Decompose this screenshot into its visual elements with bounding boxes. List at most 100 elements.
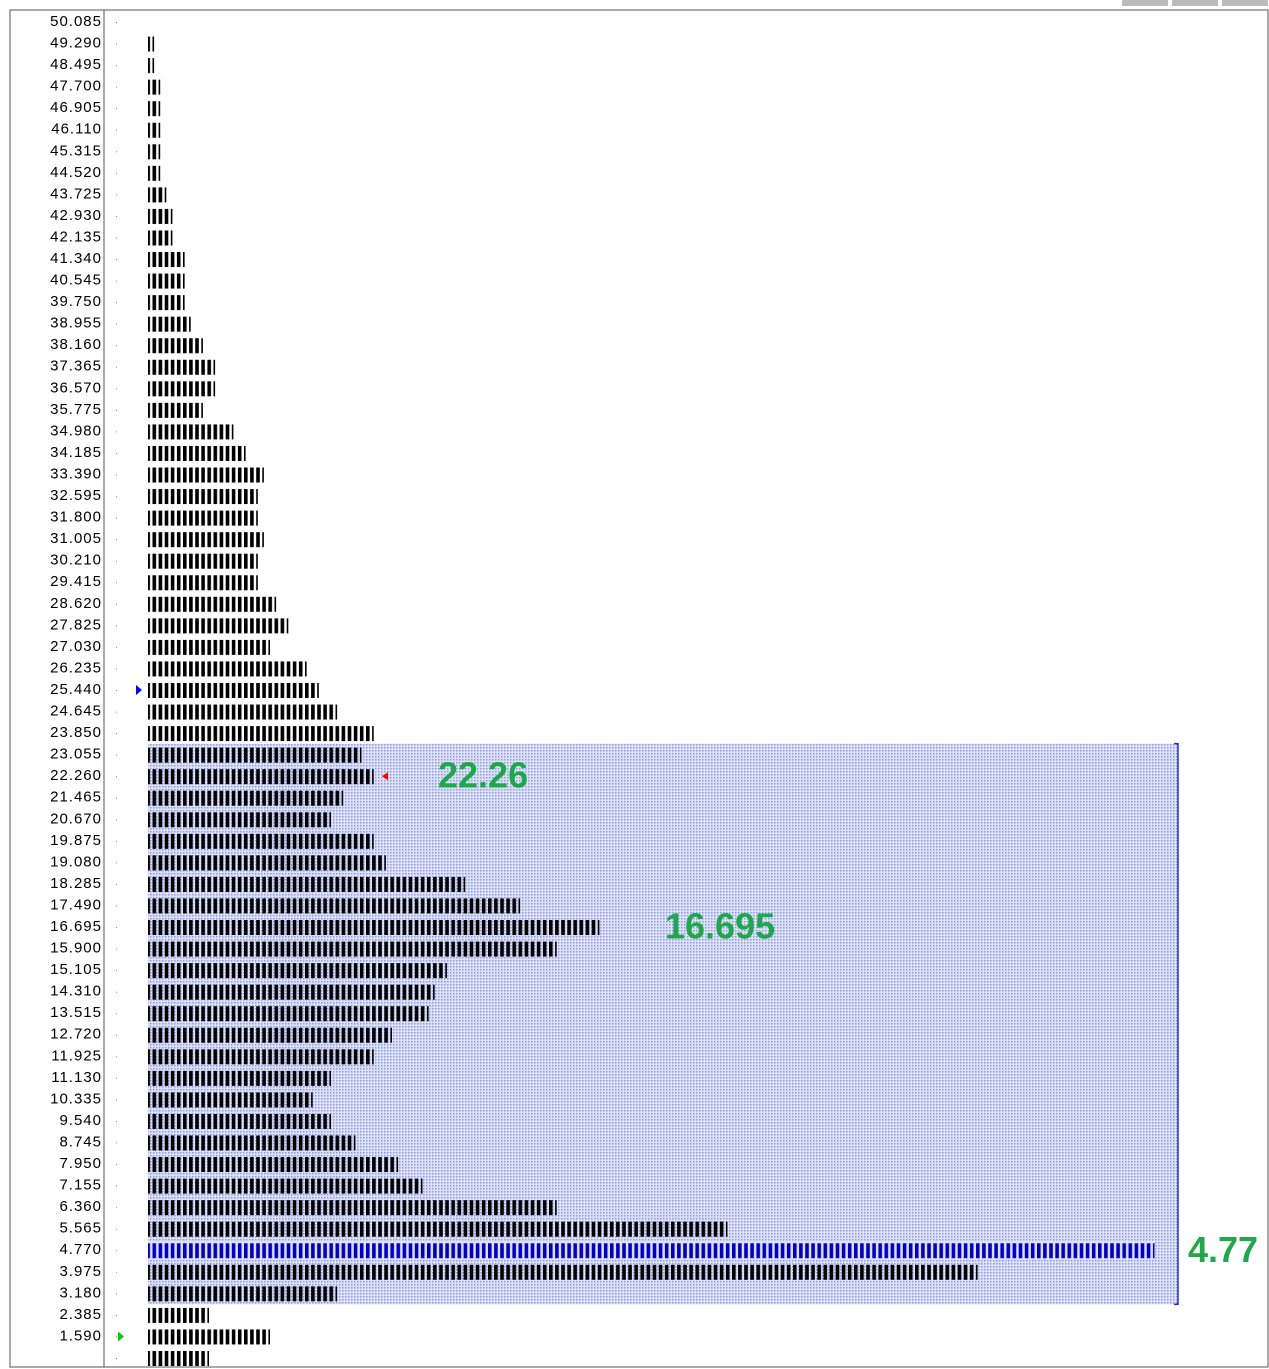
tick-dot xyxy=(116,259,117,261)
tpo-row xyxy=(148,661,307,677)
tpo-row xyxy=(148,208,173,224)
tpo-row xyxy=(148,920,600,936)
annotation: 4.77 xyxy=(1188,1229,1258,1270)
tpo-row xyxy=(148,101,161,117)
price-label: 19.080 xyxy=(50,853,102,870)
tick-dot xyxy=(116,86,117,88)
tpo-row xyxy=(148,79,161,95)
tpo-row xyxy=(148,1200,557,1216)
price-label: 11.130 xyxy=(51,1069,102,1086)
tick-dot xyxy=(116,883,117,885)
tpo-row xyxy=(148,316,191,332)
price-label: 17.490 xyxy=(50,896,102,913)
price-label: 48.495 xyxy=(50,56,102,73)
price-label: 1.590 xyxy=(59,1327,102,1344)
tpo-row xyxy=(148,876,466,892)
price-label: 11.925 xyxy=(51,1047,102,1064)
price-label: 15.105 xyxy=(50,961,102,978)
price-label: 31.005 xyxy=(50,530,102,547)
price-label: 44.520 xyxy=(50,164,102,181)
tpo-row xyxy=(148,790,344,806)
tpo-row xyxy=(148,445,246,461)
window-button[interactable] xyxy=(1122,0,1168,6)
tpo-row xyxy=(148,1221,728,1237)
tpo-row xyxy=(148,855,386,871)
price-label: 27.825 xyxy=(50,616,102,633)
tick-dot xyxy=(116,927,117,929)
tpo-row xyxy=(148,812,331,828)
marker xyxy=(118,1331,124,1342)
tick-dot xyxy=(116,1207,117,1209)
tpo-row xyxy=(148,402,203,418)
price-label: 46.110 xyxy=(51,121,102,138)
price-label: 26.235 xyxy=(50,659,102,676)
tpo-row xyxy=(148,984,435,1000)
tick-dot xyxy=(116,409,117,411)
tpo-row xyxy=(148,359,216,375)
tpo-row xyxy=(148,36,155,52)
tpo-row xyxy=(148,1135,356,1151)
tpo-row xyxy=(148,165,161,181)
tick-dot xyxy=(116,970,117,972)
tick-dot xyxy=(116,496,117,498)
tick-dot xyxy=(116,582,117,584)
price-label: 35.775 xyxy=(50,401,102,418)
marker xyxy=(382,772,388,781)
price-label: 7.155 xyxy=(59,1177,102,1194)
tick-dot xyxy=(116,905,117,907)
window-button[interactable] xyxy=(1172,0,1218,6)
price-label: 10.335 xyxy=(50,1090,102,1107)
price-label: 39.750 xyxy=(50,293,102,310)
tpo-row xyxy=(148,1113,331,1129)
price-label: 36.570 xyxy=(50,379,102,396)
tick-dot xyxy=(116,948,117,950)
tick-dot xyxy=(116,172,117,174)
tick-dot xyxy=(116,1099,117,1101)
tpo-row xyxy=(148,252,185,268)
tick-dot xyxy=(116,108,117,110)
tick-dot xyxy=(116,690,117,691)
price-label: 33.390 xyxy=(50,465,102,482)
price-label: 50.085 xyxy=(50,13,102,30)
tick-dot xyxy=(116,1293,117,1295)
tpo-row xyxy=(148,769,374,785)
tick-dot xyxy=(116,215,117,217)
price-label: 23.055 xyxy=(50,746,102,763)
tpo-row xyxy=(148,639,270,655)
tpo-row xyxy=(148,1006,429,1022)
tpo-row xyxy=(148,1178,423,1194)
tick-dot xyxy=(116,1228,117,1230)
tick-dot xyxy=(116,431,117,433)
tpo-row xyxy=(148,467,264,483)
tpo-row xyxy=(148,1070,331,1086)
tick-dot xyxy=(116,603,117,605)
tpo-row xyxy=(148,1027,392,1043)
tick-dot xyxy=(116,517,117,519)
price-label: 25.440 xyxy=(50,681,102,698)
price-label: 15.900 xyxy=(50,940,102,957)
price-label: 3.975 xyxy=(59,1263,102,1280)
tick-dot xyxy=(116,1034,117,1036)
tick-dot xyxy=(116,1250,117,1252)
tpo-row xyxy=(148,1351,209,1366)
annotation: 22.26 xyxy=(438,755,528,796)
tick-dot xyxy=(116,776,117,778)
tpo-row xyxy=(148,747,362,763)
price-label: 42.930 xyxy=(50,207,102,224)
tpo-row xyxy=(148,683,319,698)
tick-dot xyxy=(116,323,117,325)
tpo-row xyxy=(148,122,161,138)
tpo-row xyxy=(148,963,447,979)
price-label: 34.980 xyxy=(50,422,102,439)
tpo-row xyxy=(148,1307,209,1323)
tick-dot xyxy=(116,560,117,562)
tick-dot xyxy=(116,1056,117,1058)
tick-dot xyxy=(116,22,117,23)
window-button[interactable] xyxy=(1222,0,1268,6)
tpo-row xyxy=(148,144,161,160)
tpo-row xyxy=(148,1329,270,1345)
annotation: 16.695 xyxy=(665,906,775,947)
tick-dot xyxy=(116,1077,117,1079)
price-label: 32.595 xyxy=(50,487,102,504)
